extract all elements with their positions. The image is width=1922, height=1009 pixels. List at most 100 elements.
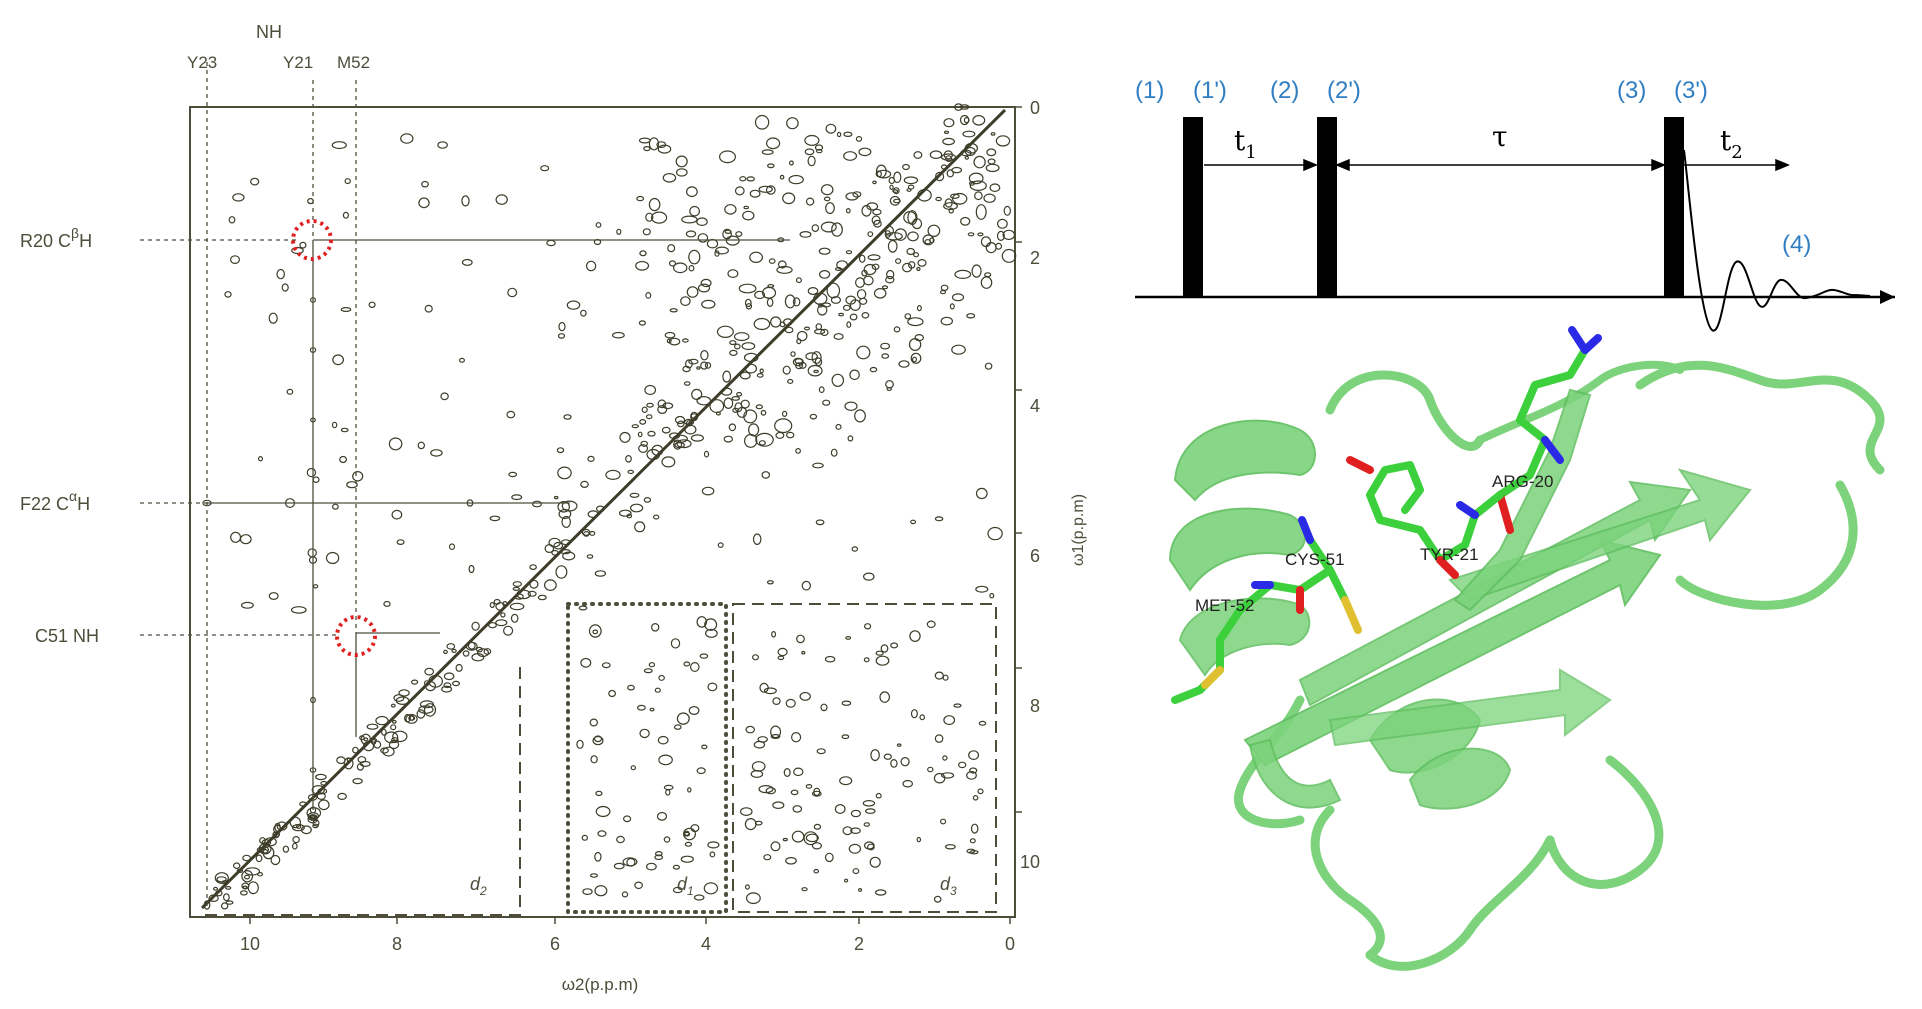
contour-peak: [529, 564, 537, 570]
contour-peak: [892, 189, 899, 193]
contour-peak: [906, 247, 916, 256]
contour-peak: [654, 687, 661, 693]
contour-peak: [645, 414, 653, 420]
pulse-2: [1317, 117, 1337, 297]
contour-peak: [261, 839, 272, 846]
contour-peak: [849, 299, 861, 312]
contour-peak: [589, 530, 596, 536]
contour-peak: [685, 420, 693, 427]
contour-peak: [751, 761, 766, 772]
time-axis-arrowhead: [1880, 290, 1895, 304]
contour-peak: [922, 234, 935, 246]
contour-peak: [896, 743, 902, 747]
contour-peak: [307, 548, 317, 558]
contour-peak: [968, 750, 980, 760]
contour-peak: [342, 211, 349, 219]
contour-peak: [561, 539, 571, 546]
contour-peak: [672, 864, 681, 870]
contour-peak: [468, 564, 475, 574]
contour-peak: [203, 900, 211, 910]
contour-peak: [411, 679, 419, 685]
contour-peak: [863, 275, 874, 286]
contour-peak: [781, 410, 788, 417]
contour-peak: [987, 526, 1003, 541]
contour-peak: [984, 362, 993, 370]
highlight-circle-r20: [291, 219, 333, 261]
contour-peak: [393, 694, 405, 702]
contour-peak: [872, 180, 877, 185]
contour-peak: [807, 287, 819, 296]
contour-peak: [239, 890, 248, 896]
contour-peak: [964, 155, 970, 160]
contour-peak: [595, 805, 611, 818]
contour-peak: [461, 195, 470, 207]
contour-peak: [290, 606, 307, 614]
contour-peak: [749, 251, 763, 263]
contour-peak: [654, 854, 664, 861]
contour-peak: [774, 418, 793, 434]
contour-peak: [766, 580, 774, 585]
contour-peak: [509, 602, 525, 611]
contour-peak: [216, 876, 227, 883]
contour-peak: [849, 369, 860, 381]
contour-peak: [842, 304, 851, 311]
contour-peak: [593, 735, 603, 743]
contour-peak: [940, 153, 957, 161]
nh-header: NH: [256, 22, 282, 42]
contour-peak: [664, 331, 676, 339]
contour-peak: [849, 313, 858, 321]
contour-peak: [852, 868, 860, 875]
contour-peak: [839, 776, 853, 786]
contour-peak: [690, 824, 700, 833]
contour-peak: [984, 272, 992, 278]
contour-peak: [845, 207, 851, 214]
contour-peak: [645, 292, 652, 299]
contour-peak: [276, 821, 288, 831]
contour-peak: [371, 737, 378, 743]
contour-peak: [312, 476, 320, 484]
contour-peak: [654, 851, 663, 857]
contour-peak: [396, 539, 405, 545]
contour-peak: [966, 771, 977, 780]
contour-peak: [813, 823, 822, 830]
contour-peak: [939, 818, 947, 825]
contour-peak: [836, 260, 848, 270]
contour-peak: [968, 172, 984, 185]
contour-peak: [820, 221, 837, 233]
x-tick-2: 2: [854, 934, 864, 954]
contour-peak: [455, 663, 463, 672]
contour-peak: [909, 630, 921, 642]
contour-peak: [833, 333, 844, 340]
contour-peak: [733, 332, 750, 342]
contour-peak: [648, 662, 656, 668]
contour-peak: [804, 148, 815, 156]
contour-peak: [813, 787, 821, 797]
contour-peak: [631, 424, 640, 429]
contour-peak: [855, 135, 863, 142]
contour-peak: [744, 433, 758, 448]
y-axis-label: ω1(p.p.m): [1070, 494, 1087, 566]
contour-peak: [912, 252, 919, 258]
contour-peak: [766, 297, 774, 307]
contour-peak: [734, 186, 745, 196]
contour-peak: [968, 180, 975, 186]
contour-peak: [741, 342, 756, 351]
contour-peak: [676, 712, 690, 725]
contour-peak: [880, 342, 891, 350]
contour-peak: [765, 185, 776, 195]
contour-peak: [969, 180, 987, 191]
contour-peak: [845, 192, 859, 201]
contour-peak: [477, 648, 490, 658]
contour-peak: [783, 767, 791, 777]
contour-peak: [675, 155, 688, 168]
x-tick-4: 4: [701, 934, 711, 954]
contour-peak: [640, 440, 649, 447]
contour-peak: [846, 321, 852, 328]
contour-peak: [812, 462, 824, 469]
contour-peak: [916, 836, 922, 843]
contour-peak: [910, 519, 917, 525]
contour-peak: [834, 267, 843, 272]
contour-peak: [831, 373, 845, 387]
contour-peak: [807, 364, 823, 377]
contour-peak: [495, 194, 508, 205]
